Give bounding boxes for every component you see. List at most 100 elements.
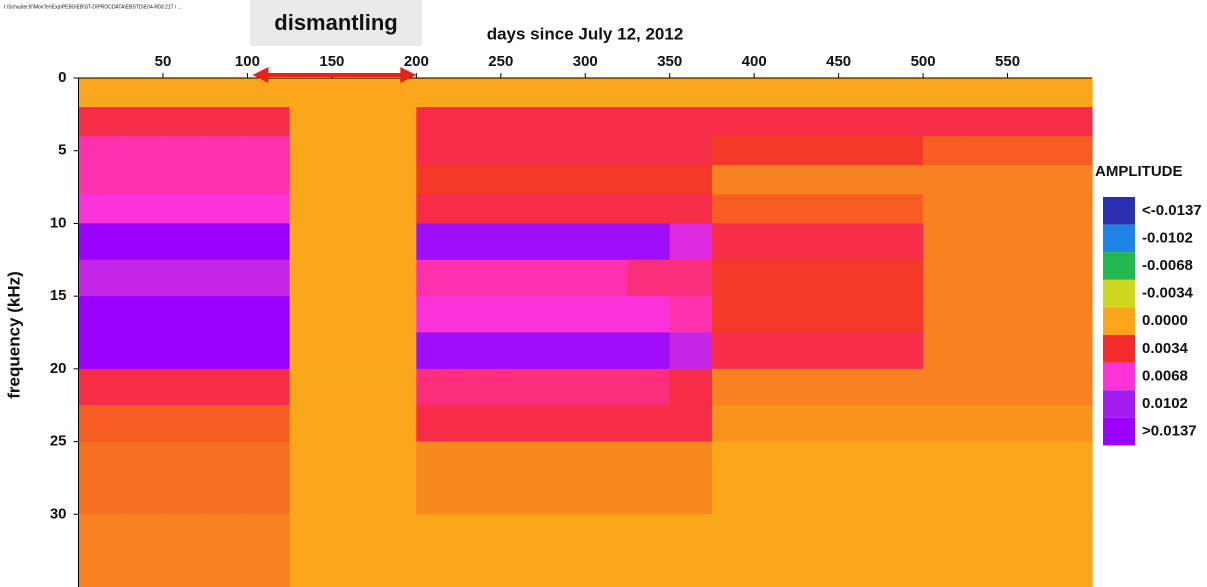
heatmap-cell (459, 107, 502, 137)
heatmap-cell (1008, 78, 1051, 108)
plot-area (79, 78, 1093, 587)
heatmap-cell (416, 165, 459, 195)
heatmap-cell (881, 333, 924, 370)
heatmap-cell (1008, 223, 1051, 260)
heatmap-cell (754, 78, 797, 108)
heatmap-cell (881, 223, 924, 260)
heatmap-cell (923, 165, 966, 195)
heatmap-cell (163, 194, 206, 224)
heatmap-cell (712, 369, 755, 406)
heatmap-cell (754, 442, 797, 515)
heatmap-cell (585, 405, 628, 442)
heatmap-cell (205, 136, 248, 166)
heatmap-cell (163, 165, 206, 195)
x-tick-label: 500 (911, 53, 936, 70)
heatmap-cell (965, 260, 1008, 297)
heatmap-cell (881, 442, 924, 515)
heatmap-cell (459, 194, 502, 224)
heatmap-cell (121, 442, 164, 515)
heatmap-cell (1050, 165, 1093, 195)
heatmap-cell (923, 107, 966, 137)
heatmap-cell (923, 223, 966, 260)
x-tick-label: 550 (995, 53, 1020, 70)
heatmap-cell (543, 223, 586, 260)
x-tick-label: 400 (742, 53, 767, 70)
heatmap-cell (374, 107, 417, 137)
heatmap-cell (670, 136, 713, 166)
heatmap-cell (712, 333, 755, 370)
heatmap-cell (501, 333, 544, 370)
heatmap-cell (1050, 296, 1093, 333)
heatmap-cell (839, 442, 882, 515)
heatmap-cell (332, 78, 375, 108)
x-tick-label: 350 (657, 53, 682, 70)
x-tick-label: 250 (488, 53, 513, 70)
heatmap-cell (501, 194, 544, 224)
heatmap-cell (543, 260, 586, 297)
heatmap-cell (79, 223, 122, 260)
heatmap-cell (627, 405, 670, 442)
heatmap-cell (670, 223, 713, 260)
heatmap-cell (501, 514, 544, 587)
heatmap-cell (585, 78, 628, 108)
heatmap-cell (416, 442, 459, 515)
heatmap-cell (585, 333, 628, 370)
y-axis-title: frequency (kHz) (4, 271, 23, 399)
y-tick-label: 30 (50, 505, 67, 522)
heatmap-cell (205, 514, 248, 587)
x-tick-label: 100 (235, 53, 260, 70)
heatmap-cell (712, 107, 755, 137)
heatmap-cell (923, 260, 966, 297)
heatmap-cell (416, 514, 459, 587)
heatmap-cell (627, 194, 670, 224)
heatmap-cell (459, 296, 502, 333)
heatmap-cell (754, 194, 797, 224)
heatmap-cell (796, 107, 839, 137)
heatmap-cell (965, 107, 1008, 137)
heatmap-cell (501, 107, 544, 137)
heatmap-cell (247, 194, 290, 224)
heatmap-cell (1050, 78, 1093, 108)
x-tick-label: 200 (404, 53, 429, 70)
heatmap-cell (459, 78, 502, 108)
heatmap-cell (839, 260, 882, 297)
heatmap-cell (839, 78, 882, 108)
y-tick-label: 5 (58, 142, 66, 159)
heatmap-cell (79, 194, 122, 224)
colorbar-swatch (1103, 418, 1135, 446)
heatmap-cell (121, 296, 164, 333)
heatmap-cell (79, 78, 122, 108)
colorbar-label: 0.0000 (1142, 312, 1188, 329)
x-tick-label: 50 (155, 53, 172, 70)
heatmap-cell (79, 165, 122, 195)
heatmap-cell (290, 136, 333, 166)
heatmap-cell (627, 165, 670, 195)
heatmap-cell (290, 194, 333, 224)
heatmap-cell (290, 442, 333, 515)
heatmap-cell (670, 78, 713, 108)
heatmap-cell (796, 442, 839, 515)
heatmap-cell (205, 107, 248, 137)
heatmap-cell (627, 78, 670, 108)
heatmap-cell (79, 405, 122, 442)
heatmap-cell (374, 194, 417, 224)
heatmap-cell (290, 296, 333, 333)
heatmap-cell (459, 223, 502, 260)
heatmap-cell (670, 194, 713, 224)
heatmap-cell (585, 136, 628, 166)
heatmap-cell (881, 165, 924, 195)
heatmap-cell (121, 369, 164, 406)
heatmap-cell (543, 296, 586, 333)
heatmap-cell (1050, 333, 1093, 370)
heatmap-cell (459, 333, 502, 370)
heatmap-cell (796, 369, 839, 406)
heatmap-cell (754, 369, 797, 406)
heatmap-cell (332, 136, 375, 166)
heatmap-cell (290, 78, 333, 108)
heatmap-cell (543, 165, 586, 195)
heatmap-cell (796, 296, 839, 333)
heatmap-cell (247, 223, 290, 260)
heatmap-cell (881, 78, 924, 108)
heatmap-cell (247, 78, 290, 108)
heatmap-cell (205, 260, 248, 297)
